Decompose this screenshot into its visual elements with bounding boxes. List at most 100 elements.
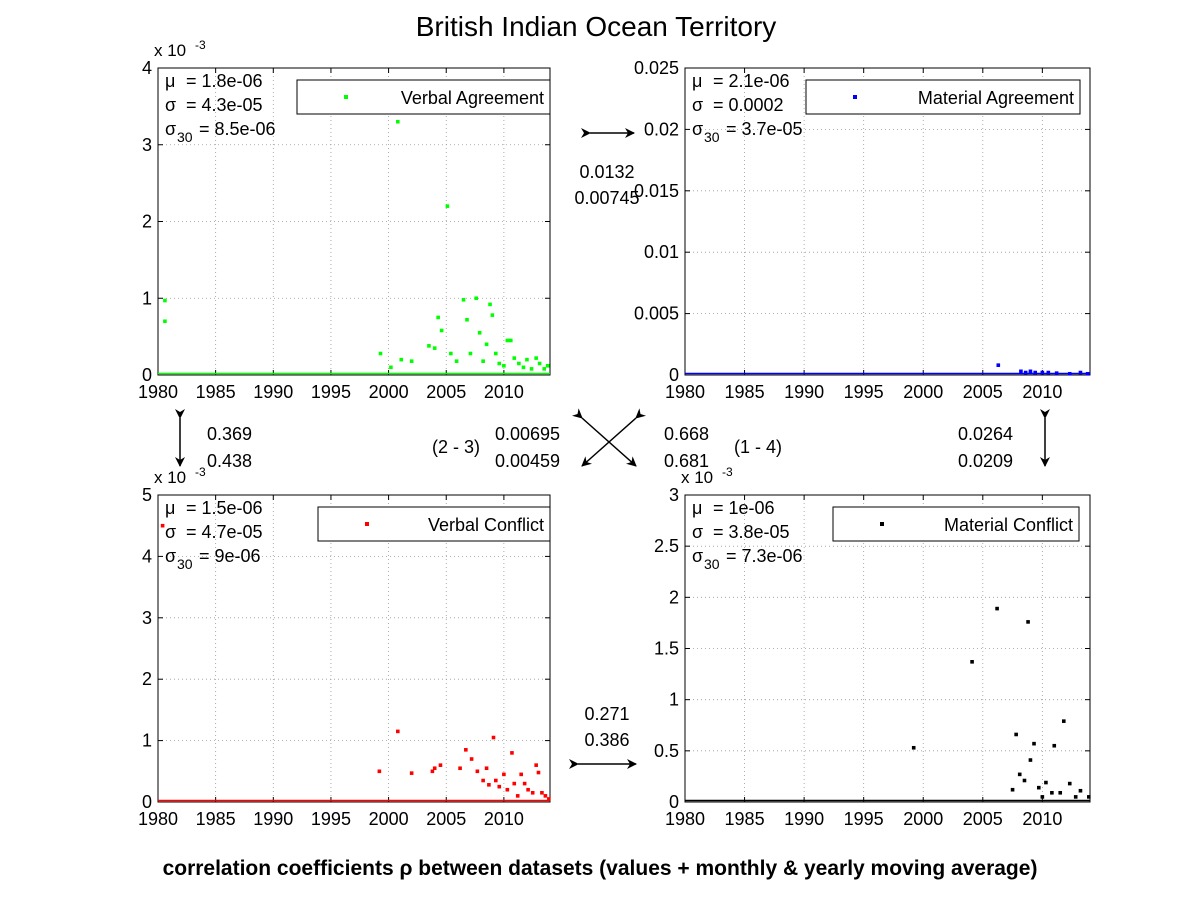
x-tick-label: 1995: [311, 382, 351, 402]
data-point: [436, 315, 440, 320]
data-point: [481, 778, 485, 783]
data-point: [537, 361, 542, 366]
stat-symbol: μ: [165, 71, 175, 91]
data-point: [1073, 795, 1078, 799]
data-point: [970, 660, 974, 664]
data-point: [475, 769, 480, 774]
data-point: [497, 361, 502, 366]
x-tick-label: 1995: [844, 382, 884, 402]
x-tick-label: 2005: [426, 382, 466, 402]
legend-marker: [853, 95, 857, 99]
data-point: [487, 783, 491, 787]
x-tick-label: 2005: [963, 382, 1003, 402]
corr-bottom-2: 0.386: [584, 730, 629, 750]
x-tick-label: 1990: [253, 382, 293, 402]
legend-label: Material Conflict: [944, 515, 1073, 535]
y-tick-label: 4: [142, 546, 152, 566]
corr-diag-right-1: 0.668: [664, 424, 709, 444]
data-point: [1022, 778, 1027, 783]
data-point: [1078, 788, 1083, 793]
stat-symbol: σ: [692, 95, 703, 115]
data-point: [438, 763, 443, 767]
x-tick-label: 1980: [665, 382, 705, 402]
x-tick-label: 1985: [196, 382, 236, 402]
data-point: [399, 357, 404, 362]
stat-value: = 4.7e-05: [186, 522, 263, 542]
stat-value: = 3.7e-05: [726, 119, 803, 139]
data-point: [1033, 370, 1038, 375]
y-tick-label: 1: [142, 731, 152, 751]
legend-marker: [344, 95, 348, 99]
data-point: [430, 769, 435, 774]
data-point: [454, 359, 459, 363]
data-point: [911, 745, 916, 750]
data-point: [432, 766, 437, 771]
chart-panel-3: 1980 1985 1990 1995 2000 2005 2010 0 1 2 3 4 5x 10 -3…: [138, 465, 551, 829]
y-tick-label: 4: [142, 58, 152, 78]
figure-title: British Indian Ocean Territory: [416, 11, 777, 42]
stat-symbol: σ: [165, 95, 176, 115]
data-point: [1010, 787, 1015, 792]
data-point: [409, 771, 414, 775]
data-point: [1040, 795, 1045, 799]
data-point: [1032, 741, 1036, 746]
data-point: [522, 781, 527, 786]
data-point: [1036, 785, 1041, 790]
legend-label: Material Agreement: [918, 88, 1074, 108]
corr-top-1: 0.0132: [579, 162, 634, 182]
y-tick-label: 1: [142, 288, 152, 308]
data-point: [1050, 790, 1054, 795]
y-tick-label: 0: [142, 792, 152, 812]
data-point: [163, 298, 167, 303]
axes-box: [157, 494, 551, 803]
corr-diag-right-2: 0.681: [664, 451, 709, 471]
legend-marker: [365, 522, 369, 526]
data-point: [519, 772, 523, 777]
y-tick-label: 0.005: [634, 304, 679, 324]
y-tick-label: 2: [669, 587, 679, 607]
data-point: [515, 794, 520, 798]
stat-symbol: σ: [165, 546, 176, 566]
arrow-diag-2: [581, 408, 647, 467]
data-point: [1017, 772, 1022, 777]
data-point: [545, 363, 550, 368]
data-point: [543, 794, 548, 798]
stat-value: = 1.5e-06: [186, 498, 263, 518]
x-tick-label: 2000: [903, 382, 943, 402]
data-point: [534, 763, 538, 767]
data-point: [163, 319, 167, 324]
data-point: [1014, 732, 1018, 737]
stat-subscript: 30: [177, 556, 193, 572]
x-tick-label: 2000: [903, 809, 943, 829]
y-tick-label: 5: [142, 485, 152, 505]
x-tick-label: 1985: [725, 809, 765, 829]
data-point: [510, 751, 514, 755]
x-tick-label: 1980: [138, 809, 178, 829]
data-point: [477, 330, 482, 335]
data-point: [502, 772, 506, 777]
y-tick-label: 0.015: [634, 181, 679, 201]
data-point: [995, 606, 999, 611]
x-tick-label: 1985: [725, 382, 765, 402]
y-tick-label: 0.02: [644, 119, 679, 139]
x-tick-label: 2005: [426, 809, 466, 829]
stat-value: = 2.1e-06: [713, 71, 790, 91]
data-point: [536, 770, 541, 775]
corr-right-2: 0.0209: [958, 451, 1013, 471]
x-tick-label: 1985: [196, 809, 236, 829]
data-point: [1046, 370, 1051, 375]
stat-value: = 1.8e-06: [186, 71, 263, 91]
legend-box: [805, 79, 1081, 115]
legend-marker: [880, 522, 884, 526]
data-point: [389, 365, 393, 370]
data-point: [445, 204, 450, 208]
exponent-power: -3: [722, 465, 733, 479]
data-point: [502, 363, 506, 368]
data-point: [1058, 790, 1063, 795]
corr-right-1: 0.0264: [958, 424, 1013, 444]
data-point: [409, 359, 414, 363]
corr-bottom-1: 0.271: [584, 704, 629, 724]
data-point: [1044, 780, 1048, 785]
data-point: [1040, 370, 1045, 375]
